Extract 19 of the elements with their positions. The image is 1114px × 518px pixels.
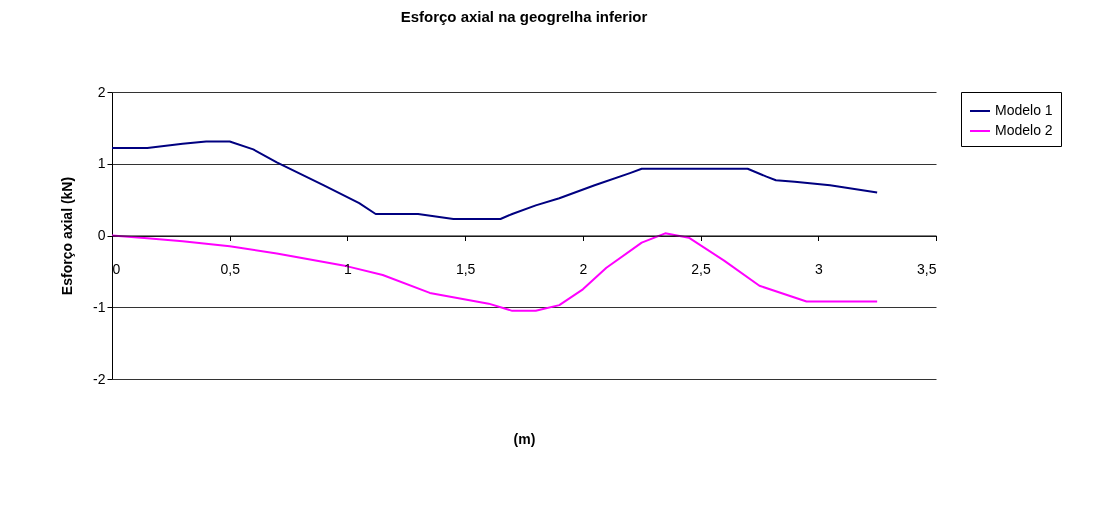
y-axis-title: Esforço axial (kN) xyxy=(59,176,76,296)
chart-title: Esforço axial na geogrelha inferior xyxy=(400,8,648,25)
legend-label: Modelo 2 xyxy=(995,122,1053,138)
legend-label: Modelo 1 xyxy=(995,102,1053,118)
y-tick-label: -1 xyxy=(93,298,106,315)
y-tick-label: 1 xyxy=(97,155,106,172)
line-series xyxy=(111,232,879,312)
x-tick-label: 2 xyxy=(579,261,588,277)
line-series xyxy=(111,140,879,220)
y-tick-label: -2 xyxy=(93,370,106,387)
y-tick-label: 0 xyxy=(97,227,106,243)
y-tick-label: 2 xyxy=(97,83,106,100)
x-tick-label: 3 xyxy=(814,261,823,277)
x-tick-label: 2,5 xyxy=(691,261,712,277)
x-tick-label: 0,5 xyxy=(220,261,241,277)
x-tick-label: 1,5 xyxy=(455,261,476,277)
x-axis-title: (m) xyxy=(513,430,536,447)
x-tick-label: 0 xyxy=(112,261,121,277)
x-tick-label: 3,5 xyxy=(917,261,937,277)
